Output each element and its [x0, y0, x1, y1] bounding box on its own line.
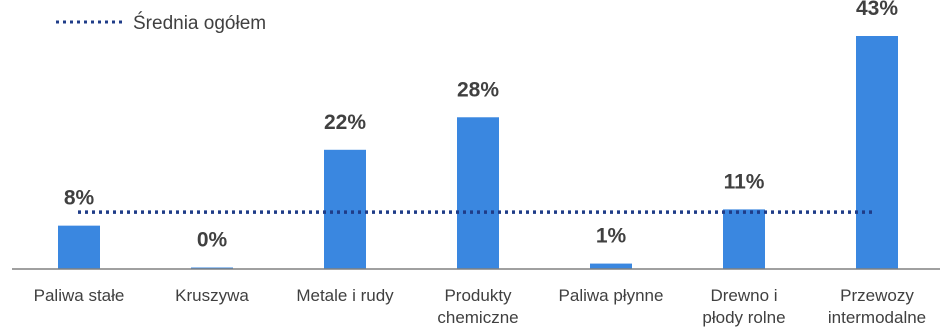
legend-average-label: Średnia ogółem: [133, 12, 266, 34]
bars: [58, 36, 898, 269]
value-label-2: 22%: [324, 111, 366, 134]
value-label-5: 11%: [724, 170, 765, 193]
bar-3: [457, 117, 499, 269]
value-label-6: 43%: [856, 0, 898, 20]
bar-4: [590, 263, 632, 269]
legend: Średnia ogółem: [56, 12, 266, 34]
bar-6: [856, 36, 898, 269]
bar-0: [58, 225, 100, 269]
category-label-1: Kruszywa: [175, 286, 249, 305]
category-labels: Paliwa stałe Kruszywa Metale i rudy Produkt…: [34, 286, 927, 327]
bar-2: [324, 149, 366, 269]
category-label-0: Paliwa stałe: [34, 286, 125, 305]
category-label-3: Produkty chemiczne: [437, 286, 518, 327]
category-label-6: Przewozy intermodalne: [828, 286, 926, 327]
value-label-1: 0%: [197, 229, 228, 252]
bar-5: [723, 209, 765, 269]
value-labels: 8% 0% 22% 28% 1% 11% 43%: [64, 0, 899, 252]
category-label-4: Paliwa płynne: [559, 286, 664, 305]
category-label-5: Drewno i płody rolne: [702, 286, 785, 327]
category-label-2: Metale i rudy: [296, 286, 394, 305]
value-label-0: 8%: [64, 187, 95, 210]
value-label-3: 28%: [457, 78, 499, 101]
value-label-4: 1%: [596, 225, 627, 248]
